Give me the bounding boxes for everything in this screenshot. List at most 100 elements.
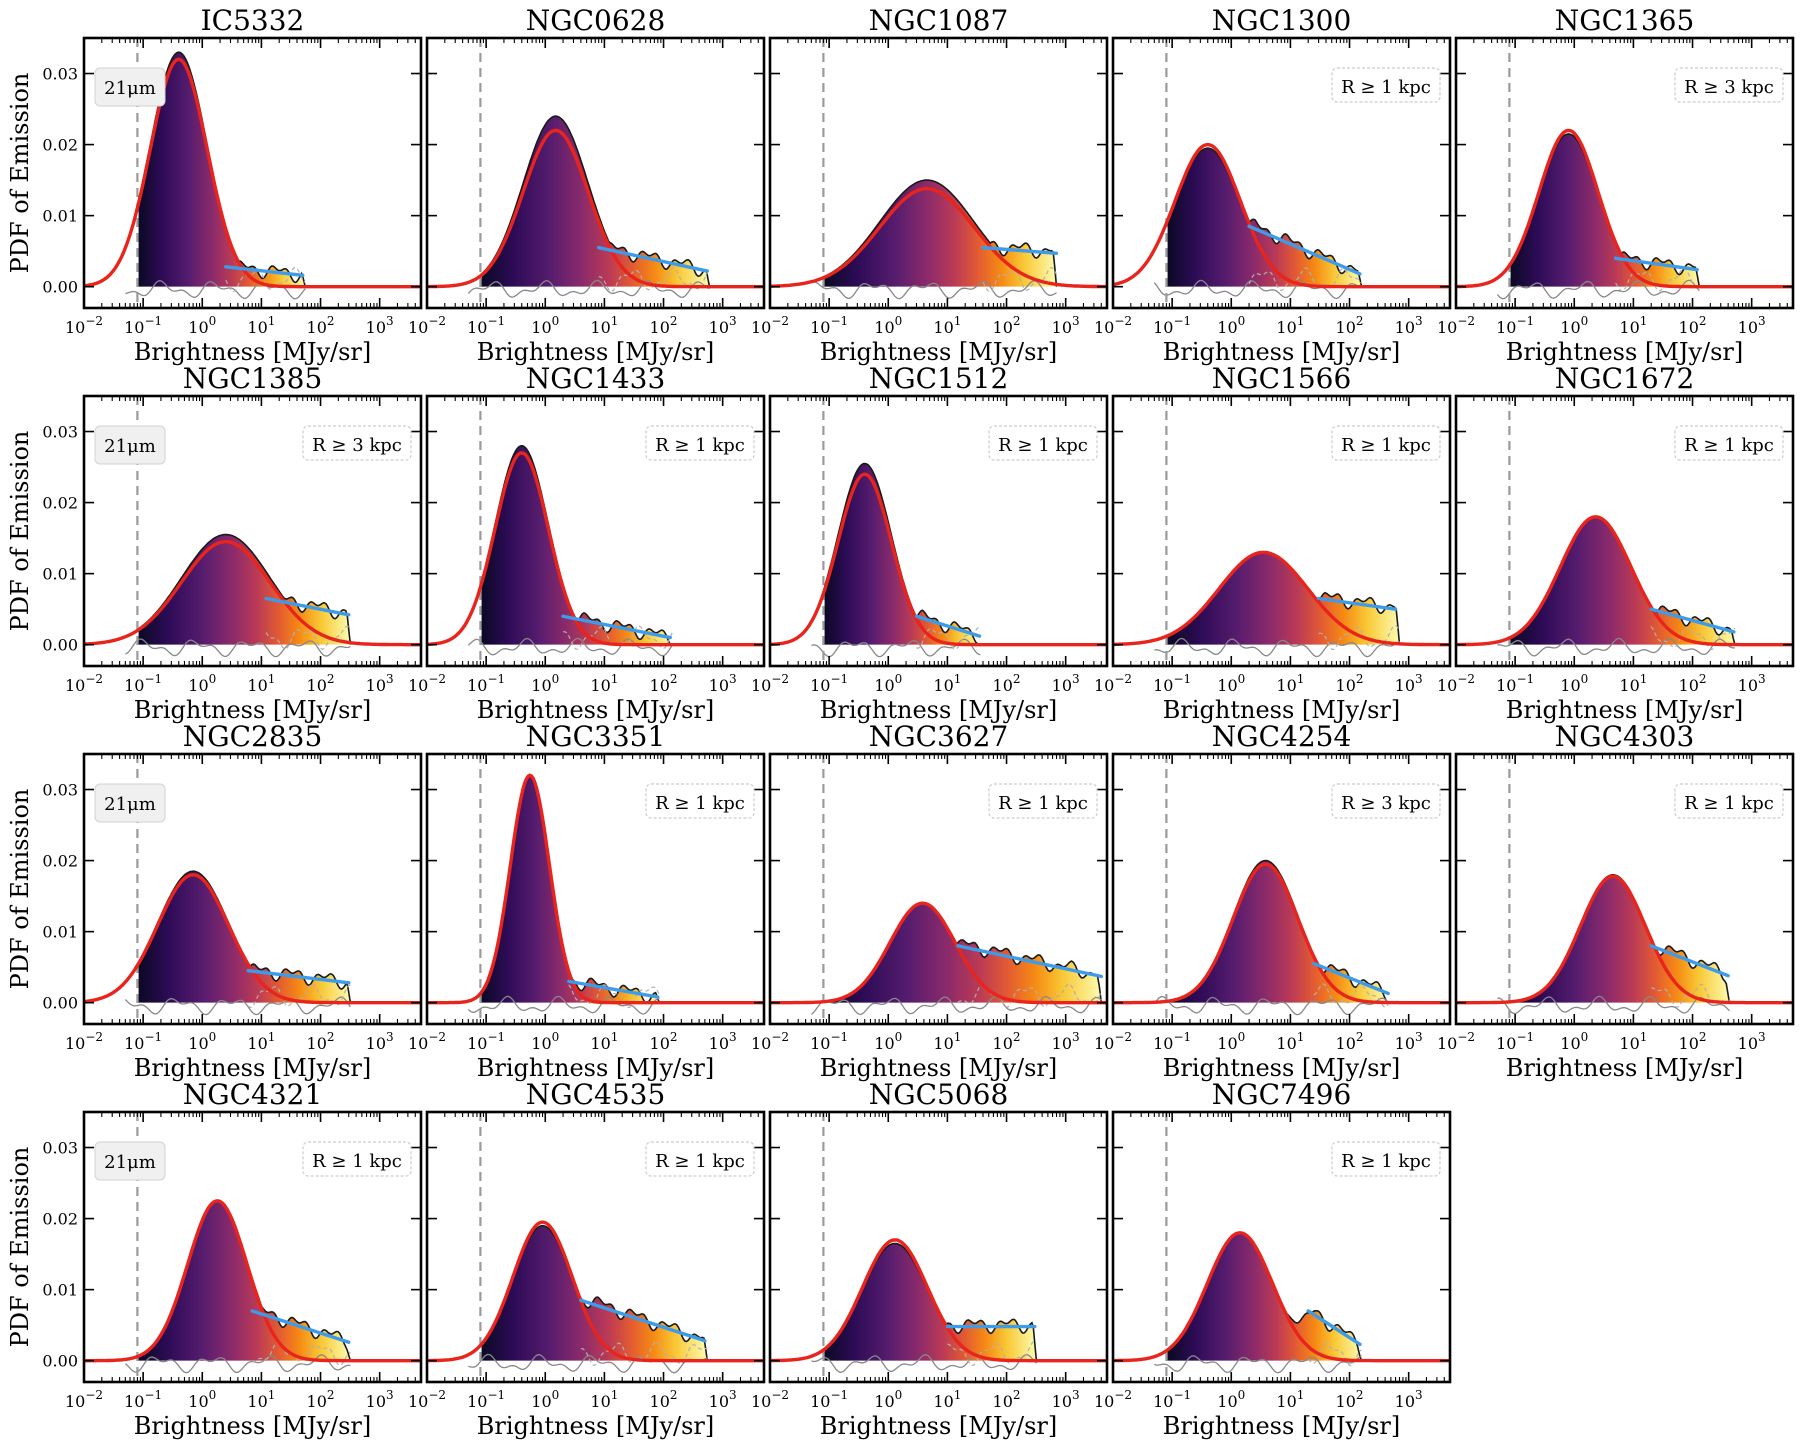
x-tick-label-exponent: 0 <box>209 1030 217 1044</box>
powerlaw-fit-line <box>250 1309 351 1344</box>
x-tick-label-base: 10 <box>1276 1392 1296 1411</box>
residual-curve <box>1153 995 1390 1016</box>
radius-badge <box>1331 67 1441 103</box>
lognormal-fit-line <box>1456 515 1793 647</box>
radius-cut-label: R ≥ 3 kpc <box>312 435 402 456</box>
x-tick-label-exponent: 3 <box>1415 1388 1423 1402</box>
x-tick-label-exponent: −2 <box>85 1030 103 1044</box>
x-tick-label-exponent: 2 <box>670 314 678 328</box>
powerlaw-fit-line <box>1306 1309 1362 1347</box>
x-tick-label: 10−2 <box>408 672 446 695</box>
x-tick-label: 102 <box>993 672 1021 695</box>
x-tick-label: 101 <box>1276 314 1304 337</box>
residual-curve <box>1497 637 1735 657</box>
x-tick-label-exponent: 3 <box>1072 1388 1080 1402</box>
plot-area <box>84 1112 421 1382</box>
x-tick-label-exponent: −2 <box>428 672 446 686</box>
x-tick-label-exponent: −2 <box>428 1030 446 1044</box>
x-tick-label-base: 10 <box>1395 1034 1415 1053</box>
powerlaw-fit-line <box>246 969 351 985</box>
x-tick-label: 102 <box>1679 314 1707 337</box>
x-tick-label: 103 <box>1052 1388 1080 1411</box>
x-tick-label-exponent: 0 <box>895 1388 903 1402</box>
x-tick-label-exponent: −2 <box>1114 672 1132 686</box>
radius-badge <box>645 1141 755 1177</box>
x-tick-label: 103 <box>1052 1030 1080 1053</box>
x-tick-label-exponent: 1 <box>1640 314 1648 328</box>
x-tick-label: 10−1 <box>1153 314 1191 337</box>
x-tick-label-exponent: 0 <box>1238 1030 1246 1044</box>
x-tick-label: 10−2 <box>1437 672 1475 695</box>
radius-cut-label: R ≥ 1 kpc <box>312 1151 402 1172</box>
lognormal-fit-line <box>1113 1231 1450 1363</box>
x-tick-label-exponent: 3 <box>729 314 737 328</box>
wavelength-label: 21μm <box>104 436 156 457</box>
x-tick-label: 103 <box>1395 1388 1423 1411</box>
x-tick-label: 102 <box>650 1388 678 1411</box>
x-tick-label-base: 10 <box>1496 676 1516 695</box>
x-tick-label-exponent: 2 <box>1356 314 1364 328</box>
x-tick-label-base: 10 <box>307 318 327 337</box>
x-tick-label-exponent: 0 <box>1238 1388 1246 1402</box>
x-tick-label: 10−1 <box>1496 314 1534 337</box>
x-tick-label-exponent: −2 <box>1457 1030 1475 1044</box>
x-tick-label: 102 <box>1336 1388 1364 1411</box>
x-tick-label-exponent: −1 <box>1516 314 1534 328</box>
x-tick-label: 102 <box>1336 1030 1364 1053</box>
x-tick-label: 103 <box>1738 314 1766 337</box>
residual-curve <box>124 996 351 1016</box>
x-tick-label-exponent: 1 <box>611 672 619 686</box>
y-tick-label: 0.02 <box>42 1210 78 1229</box>
lognormal-fit-line <box>770 901 1107 1005</box>
x-tick-label-exponent: 0 <box>552 314 560 328</box>
plot-area <box>427 38 764 308</box>
x-tick-label-base: 10 <box>1336 1034 1356 1053</box>
x-tick-label-exponent: −1 <box>830 1388 848 1402</box>
x-tick-label-base: 10 <box>1395 1392 1415 1411</box>
x-tick-label-exponent: 0 <box>895 1030 903 1044</box>
x-tick-label-exponent: 2 <box>327 1030 335 1044</box>
x-tick-label: 10−2 <box>1094 314 1132 337</box>
pdf-fill <box>824 1243 1037 1361</box>
x-tick-label: 101 <box>1276 1388 1304 1411</box>
lognormal-fit-line <box>1456 874 1793 1005</box>
radius-badge <box>645 425 755 461</box>
residual-tail-curve <box>1307 1342 1362 1367</box>
residual-tail-curve <box>1248 267 1363 292</box>
x-tick-label-exponent: −1 <box>144 314 162 328</box>
powerlaw-fit-line <box>914 614 982 638</box>
x-tick-label-base: 10 <box>1217 676 1237 695</box>
x-tick-label-base: 10 <box>590 318 610 337</box>
radius-cut-label: R ≥ 1 kpc <box>655 1151 745 1172</box>
x-axis-label: Brightness [MJy/sr] <box>477 696 715 724</box>
wavelength-label: 21μm <box>104 794 156 815</box>
x-tick-label-base: 10 <box>366 676 386 695</box>
x-tick-label-base: 10 <box>307 1034 327 1053</box>
x-tick-label-base: 10 <box>1094 676 1114 695</box>
x-tick-label-base: 10 <box>810 318 830 337</box>
y-axis-label: PDF of Emission <box>6 431 34 632</box>
x-tick-label-base: 10 <box>188 318 208 337</box>
x-tick-label-base: 10 <box>1052 318 1072 337</box>
x-tick-label-base: 10 <box>1496 1034 1516 1053</box>
x-tick-label-exponent: 1 <box>1297 1388 1305 1402</box>
x-tick-label-exponent: −1 <box>487 672 505 686</box>
x-tick-label-exponent: −1 <box>1173 314 1191 328</box>
x-tick-label-base: 10 <box>1560 1034 1580 1053</box>
x-tick-label-base: 10 <box>650 1034 670 1053</box>
x-tick-label-exponent: 1 <box>954 314 962 328</box>
x-tick-label-exponent: 1 <box>611 1030 619 1044</box>
x-tick-label: 101 <box>247 314 275 337</box>
x-tick-label: 103 <box>709 1388 737 1411</box>
x-tick-label-exponent: 3 <box>1072 1030 1080 1044</box>
x-tick-label: 100 <box>1217 1388 1245 1411</box>
x-tick-label-base: 10 <box>65 676 85 695</box>
residual-curve <box>811 1353 1037 1374</box>
x-tick-label-base: 10 <box>1336 676 1356 695</box>
x-tick-label: 10−2 <box>1094 672 1132 695</box>
x-tick-label: 101 <box>1619 1030 1647 1053</box>
y-tick-label: 0.01 <box>42 1281 78 1300</box>
